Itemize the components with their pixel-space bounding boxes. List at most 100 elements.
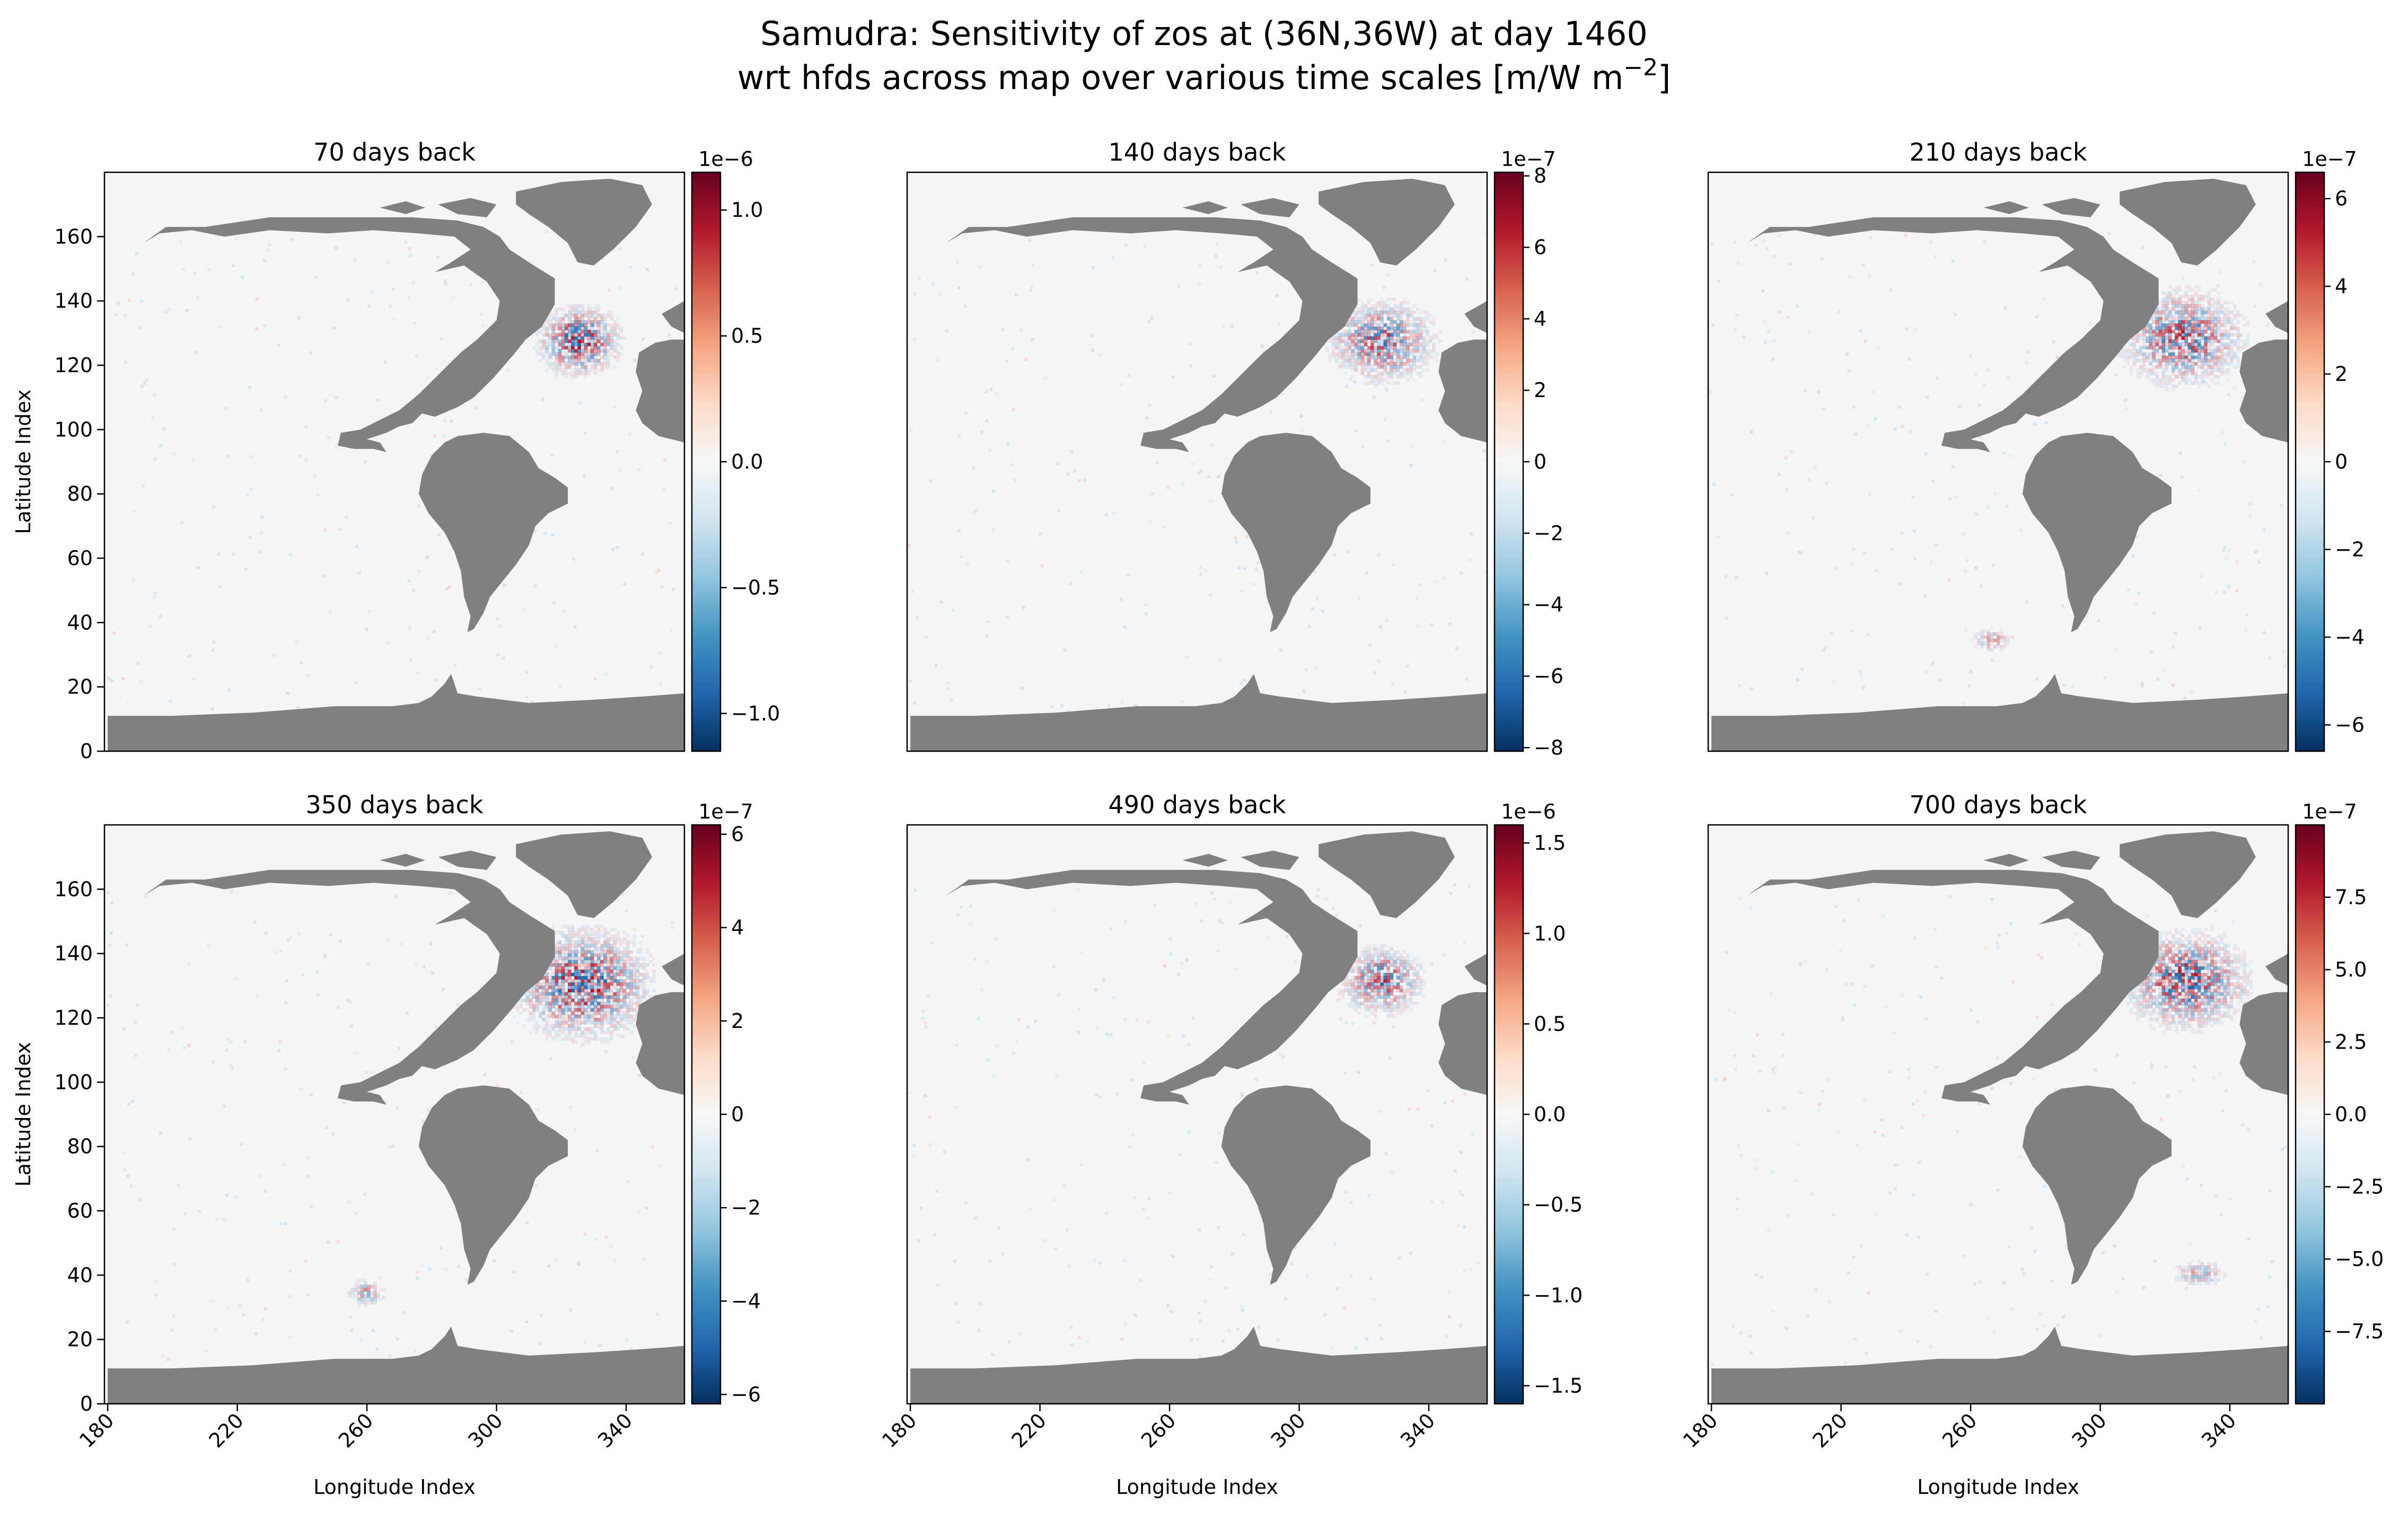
sensitivity-cell [571,336,575,340]
sensitivity-cell [1383,327,1387,330]
sensitivity-cell [1354,970,1358,973]
sensitivity-cell [1377,323,1381,327]
sensitivity-cell [610,995,614,999]
noise-cell [1209,1278,1212,1281]
sensitivity-cell [590,327,594,330]
noise-cell [1269,1272,1272,1276]
sensitivity-cell [590,323,594,327]
sensitivity-cell [2207,301,2211,305]
sensitivity-cell [1386,327,1391,330]
sensitivity-cell [1338,336,1342,340]
sensitivity-cell [555,953,559,957]
sensitivity-cell [2207,333,2211,337]
sensitivity-cell [581,365,585,369]
sensitivity-cell [1354,998,1358,1002]
sensitivity-cell [357,1294,361,1298]
noise-cell [1076,888,1080,892]
sensitivity-cell [600,992,604,996]
sensitivity-cell [2184,342,2189,347]
sensitivity-cell [619,944,623,948]
sensitivity-cell [2146,375,2149,379]
sensitivity-cell [2197,349,2201,353]
sensitivity-cell [532,346,536,350]
sensitivity-cell [558,956,562,961]
sensitivity-hotspot [347,1278,387,1308]
sensitivity-cell [593,346,597,350]
sensitivity-cell [1374,378,1377,382]
sensitivity-cell [1399,342,1403,347]
sensitivity-cell [607,1031,610,1034]
sensitivity-cell [1354,323,1358,327]
sensitivity-cell [600,1031,604,1034]
sensitivity-cell [587,976,591,980]
sensitivity-cell [610,966,614,970]
noise-cell [107,891,110,894]
sensitivity-cell [1344,330,1348,333]
sensitivity-cell [535,1024,539,1028]
sensitivity-cell [1386,381,1391,385]
sensitivity-cell [613,339,617,344]
sensitivity-cell [596,963,601,967]
sensitivity-cell [1348,992,1351,996]
sensitivity-cell [542,1008,546,1012]
sensitivity-cell [1390,352,1394,356]
sensitivity-cell [1425,368,1429,372]
sensitivity-cell [561,1008,565,1012]
sensitivity-cell [587,928,591,931]
sensitivity-cell [596,947,601,951]
sensitivity-cell [564,947,568,951]
sensitivity-cell [2200,336,2204,340]
sensitivity-cell [1386,979,1391,983]
sensitivity-cell [551,323,556,327]
sensitivity-cell [636,1001,639,1006]
sensitivity-cell [1360,317,1365,321]
sensitivity-cell [558,307,562,311]
sensitivity-cell [1412,970,1417,973]
sensitivity-cell [357,1288,361,1292]
sensitivity-cell [1360,368,1365,372]
sensitivity-cell [354,1281,358,1286]
sensitivity-cell [613,1018,617,1022]
sensitivity-cell [564,323,568,327]
sensitivity-cell [367,1291,371,1295]
sensitivity-cell [548,1014,552,1018]
sensitivity-cell [1364,352,1368,356]
sensitivity-cell [587,336,591,340]
noise-cell [334,246,338,250]
sensitivity-cell [2175,291,2178,295]
sensitivity-cell [363,1281,367,1286]
sensitivity-cell [555,375,559,379]
sensitivity-cell [581,963,585,967]
sensitivity-cell [1344,346,1348,350]
noise-cell [2163,669,2167,673]
sensitivity-cell [1396,982,1400,986]
sensitivity-cell [571,937,575,941]
sensitivity-cell [574,313,578,318]
sensitivity-cell [2194,304,2198,308]
sensitivity-cell [551,963,556,967]
sensitivity-cell [551,1024,556,1028]
noise-cell [1764,340,1768,344]
sensitivity-cell [577,970,581,973]
noise-cell [1190,462,1194,465]
sensitivity-cell [1348,342,1351,347]
sensitivity-cell [1390,368,1394,372]
sensitivity-cell [584,358,588,363]
sensitivity-cell [571,982,575,986]
sensitivity-cell [2194,317,2198,321]
sensitivity-cell [2168,294,2172,298]
heatmap-area [1708,172,2288,751]
sensitivity-cell [2171,294,2175,298]
sensitivity-cell [2226,346,2230,350]
noise-cell [1199,573,1203,576]
sensitivity-cell [1377,333,1381,337]
noise-cell [593,677,597,681]
sensitivity-cell [2181,355,2185,359]
noise-cell [1279,1052,1282,1056]
noise-cell [2227,549,2231,552]
sensitivity-cell [357,1304,361,1308]
noise-cell [1832,680,1836,683]
sensitivity-cell [538,339,542,344]
noise-cell [131,272,135,276]
sensitivity-cell [593,963,597,967]
